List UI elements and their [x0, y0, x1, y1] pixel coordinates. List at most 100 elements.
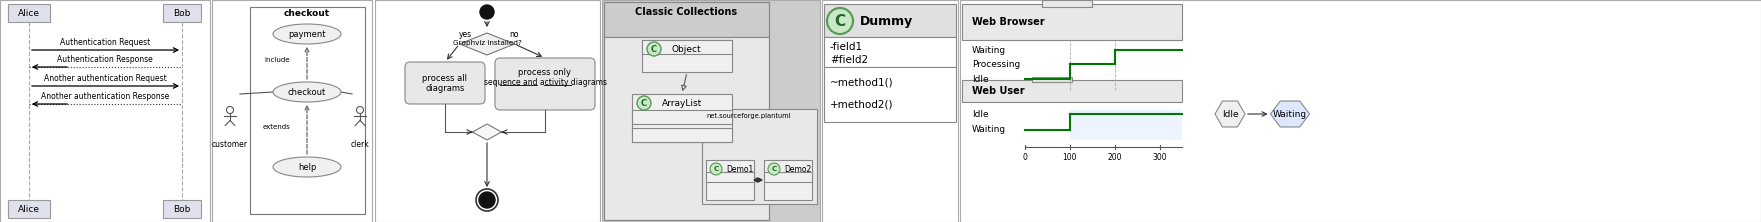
Circle shape	[481, 5, 495, 19]
Text: -field1: -field1	[829, 42, 863, 52]
Bar	[960, 0, 1761, 222]
Bar	[602, 0, 821, 222]
Text: ArrayList: ArrayList	[662, 99, 703, 107]
Text: 100: 100	[1062, 153, 1078, 162]
Text: Bob: Bob	[173, 8, 190, 18]
Bar	[764, 160, 812, 200]
Text: process all: process all	[423, 73, 467, 83]
Text: Idle: Idle	[1222, 109, 1238, 119]
Text: C: C	[652, 44, 657, 54]
Text: checkout: checkout	[287, 87, 326, 97]
Circle shape	[646, 42, 660, 56]
Text: diagrams: diagrams	[426, 83, 465, 93]
Bar	[1043, 0, 1092, 7]
Text: Classic Collections: Classic Collections	[636, 7, 738, 17]
Text: customer: customer	[211, 140, 248, 149]
Text: Idle: Idle	[972, 109, 988, 119]
Bar	[962, 4, 1182, 40]
Bar	[604, 2, 770, 37]
Bar	[764, 172, 812, 182]
Text: C: C	[771, 166, 777, 172]
Bar	[632, 128, 733, 142]
Bar	[604, 37, 770, 220]
Text: checkout: checkout	[284, 9, 329, 18]
Text: 200: 200	[1108, 153, 1122, 162]
Bar	[643, 40, 733, 72]
Text: Waiting: Waiting	[972, 125, 1006, 135]
Bar	[643, 40, 733, 54]
Text: Processing: Processing	[972, 59, 1020, 69]
Text: Idle: Idle	[972, 75, 988, 83]
Polygon shape	[460, 33, 514, 55]
Circle shape	[768, 163, 780, 175]
Bar	[9, 200, 49, 218]
Bar	[824, 37, 956, 67]
Text: extends: extends	[262, 124, 291, 130]
Bar	[250, 7, 365, 214]
Text: Authentication Response: Authentication Response	[56, 55, 153, 64]
Text: Web Browser: Web Browser	[972, 17, 1044, 27]
Text: 0: 0	[1023, 153, 1027, 162]
Polygon shape	[1270, 101, 1310, 127]
Text: 300: 300	[1152, 153, 1168, 162]
Text: C: C	[713, 166, 718, 172]
Bar	[1071, 110, 1182, 140]
Text: sequence and activity diagrams: sequence and activity diagrams	[484, 77, 606, 87]
Ellipse shape	[273, 157, 342, 177]
Polygon shape	[472, 124, 502, 140]
Text: Bob: Bob	[173, 204, 190, 214]
Text: #field2: #field2	[829, 55, 868, 65]
Bar	[824, 4, 956, 37]
Circle shape	[710, 163, 722, 175]
Text: Web User: Web User	[972, 86, 1025, 96]
Bar	[211, 0, 372, 222]
Text: no: no	[509, 30, 519, 38]
Text: Waiting: Waiting	[972, 46, 1006, 54]
Bar	[164, 200, 201, 218]
Bar	[9, 4, 49, 22]
Text: Another authentication Response: Another authentication Response	[41, 92, 169, 101]
FancyBboxPatch shape	[405, 62, 484, 104]
Bar	[632, 110, 733, 124]
Text: yes: yes	[458, 30, 472, 38]
Bar	[962, 80, 1182, 102]
Bar	[824, 67, 956, 122]
Text: C: C	[835, 14, 845, 28]
Text: C: C	[641, 99, 646, 107]
Circle shape	[479, 192, 495, 208]
Polygon shape	[754, 178, 763, 182]
Text: clerk: clerk	[350, 140, 370, 149]
Polygon shape	[1215, 101, 1245, 127]
Ellipse shape	[273, 82, 342, 102]
Text: Authentication Request: Authentication Request	[60, 38, 150, 47]
Ellipse shape	[273, 24, 342, 44]
Bar	[822, 0, 958, 222]
Text: Alice: Alice	[18, 8, 41, 18]
Circle shape	[828, 8, 852, 34]
Text: Another authentication Request: Another authentication Request	[44, 74, 166, 83]
Bar	[375, 0, 601, 222]
Text: help: help	[298, 163, 317, 172]
Text: ~method1(): ~method1()	[829, 77, 893, 87]
Text: Object: Object	[673, 44, 701, 54]
Bar	[706, 172, 754, 182]
FancyBboxPatch shape	[495, 58, 595, 110]
Text: include: include	[264, 57, 291, 63]
Text: Graphviz installed?: Graphviz installed?	[453, 40, 521, 46]
Text: Waiting: Waiting	[1273, 109, 1307, 119]
Text: Dummy: Dummy	[859, 14, 914, 28]
Bar	[164, 4, 201, 22]
Text: +method2(): +method2()	[829, 99, 893, 109]
Bar	[706, 160, 754, 200]
Bar	[1032, 77, 1072, 82]
Text: net.sourceforge.plantuml: net.sourceforge.plantuml	[706, 113, 791, 119]
Bar	[604, 2, 770, 220]
Text: Alice: Alice	[18, 204, 41, 214]
Text: process only: process only	[518, 67, 572, 77]
Bar	[0, 0, 210, 222]
Text: payment: payment	[289, 30, 326, 38]
Circle shape	[637, 96, 652, 110]
Text: Demo1: Demo1	[726, 165, 754, 174]
Text: Demo2: Demo2	[784, 165, 812, 174]
Bar	[703, 109, 817, 204]
